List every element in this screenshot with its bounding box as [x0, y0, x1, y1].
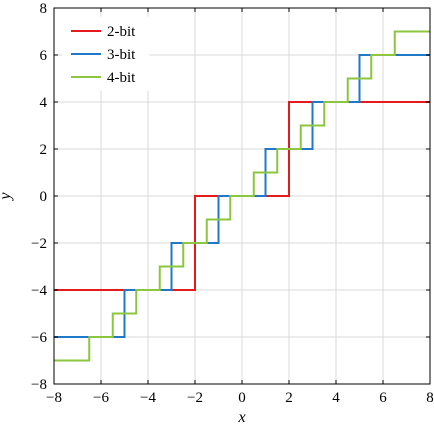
y-tick-label-1: −6 [31, 330, 47, 346]
y-axis-label: y [0, 192, 14, 202]
x-tick-label-7: 6 [379, 390, 387, 406]
y-tick-label-4: 0 [40, 189, 48, 205]
y-tick-label-6: 4 [40, 95, 48, 111]
y-tick-label-7: 6 [40, 48, 48, 64]
y-tick-label-5: 2 [40, 142, 48, 158]
legend-label-2-bit: 2-bit [107, 24, 136, 40]
y-tick-labels: −8 −6 −4 −2 0 2 4 6 8 [31, 1, 430, 393]
x-tick-label-2: −4 [140, 390, 156, 406]
y-tick-label-0: −8 [31, 377, 47, 393]
x-tick-label-0: −8 [46, 390, 62, 406]
x-tick-label-8: 8 [426, 390, 434, 406]
legend-label-3-bit: 3-bit [107, 47, 136, 63]
y-tick-label-2: −4 [31, 283, 47, 299]
legend-label-4-bit: 4-bit [107, 70, 136, 86]
y-tick-label-3: −2 [31, 236, 47, 252]
x-tick-label-6: 4 [332, 390, 340, 406]
series-layer [54, 30, 430, 362]
series-line-4-bit [54, 30, 430, 362]
legend: 2-bit 3-bit 4-bit [62, 16, 150, 91]
x-axis-label: x [237, 409, 245, 426]
y-tick-label-8: 8 [40, 1, 48, 17]
x-tick-label-3: −2 [187, 390, 203, 406]
x-tick-label-5: 2 [285, 390, 293, 406]
x-tick-labels: −8 −6 −4 −2 0 2 4 6 8 [46, 8, 434, 406]
x-tick-label-4: 0 [238, 390, 246, 406]
x-tick-label-1: −6 [93, 390, 109, 406]
